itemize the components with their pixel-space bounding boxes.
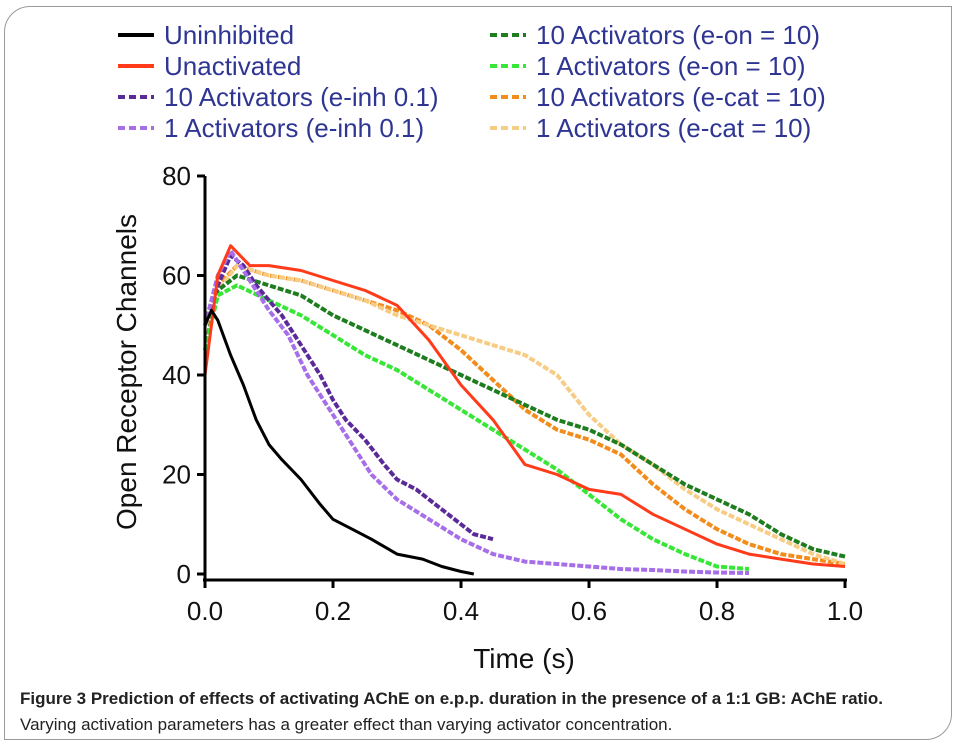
x-tick-label: 0.0 — [187, 596, 223, 626]
y-tick-label: 60 — [162, 261, 191, 291]
figure-frame — [4, 6, 952, 740]
legend-entry: 10 Activators (e-on = 10) — [490, 20, 820, 50]
legend-entry: 10 Activators (e-inh 0.1) — [118, 82, 439, 112]
x-tick-label: 0.4 — [443, 596, 479, 626]
legend-label: Unactivated — [164, 51, 301, 81]
x-tick-label: 0.6 — [571, 596, 607, 626]
legend-entry: 10 Activators (e-cat = 10) — [490, 82, 826, 112]
legend-entry: Unactivated — [118, 51, 301, 81]
x-axis-label: Time (s) — [473, 643, 575, 674]
legend-label: 1 Activators (e-on = 10) — [536, 51, 806, 81]
y-tick-label: 40 — [162, 360, 191, 390]
legend-label: 1 Activators (e-cat = 10) — [536, 113, 811, 143]
legend-label: 10 Activators (e-inh 0.1) — [164, 82, 439, 112]
y-tick-label: 80 — [162, 161, 191, 191]
y-axis-label: Open Receptor Channels — [111, 214, 142, 530]
x-tick-label: 0.8 — [699, 596, 735, 626]
caption-body: Varying activation parameters has a grea… — [20, 715, 673, 734]
y-tick-label: 20 — [162, 460, 191, 490]
series-line-4 — [203, 248, 750, 575]
x-tick-label: 1.0 — [827, 596, 863, 626]
caption-title: Figure 3 Prediction of effects of activa… — [20, 689, 884, 708]
series-line-3 — [203, 253, 494, 542]
legend-label: 1 Activators (e-inh 0.1) — [164, 113, 424, 143]
legend-entry: Uninhibited — [118, 20, 294, 50]
x-tick-label: 0.2 — [315, 596, 351, 626]
series-line-1 — [203, 308, 475, 576]
legend-entry: 1 Activators (e-cat = 10) — [490, 113, 811, 143]
legend-label: Uninhibited — [164, 20, 294, 50]
series-line-2 — [203, 244, 846, 568]
legend-label: 10 Activators (e-on = 10) — [536, 20, 820, 50]
legend-entry: 1 Activators (e-on = 10) — [490, 51, 806, 81]
legend-label: 10 Activators (e-cat = 10) — [536, 82, 826, 112]
plot-area — [203, 244, 846, 576]
figure-caption: Figure 3 Prediction of effects of activa… — [20, 686, 940, 738]
series-line-8 — [203, 263, 846, 566]
axes: 0 20 40 60 80 0.0 0.2 0.4 0.6 0.8 1.0 — [162, 161, 863, 626]
series-line-6 — [203, 283, 750, 571]
y-tick-label: 0 — [177, 559, 191, 589]
legend-entry: 1 Activators (e-inh 0.1) — [118, 113, 424, 143]
series-line-5 — [203, 273, 846, 559]
series-line-7 — [203, 263, 846, 566]
